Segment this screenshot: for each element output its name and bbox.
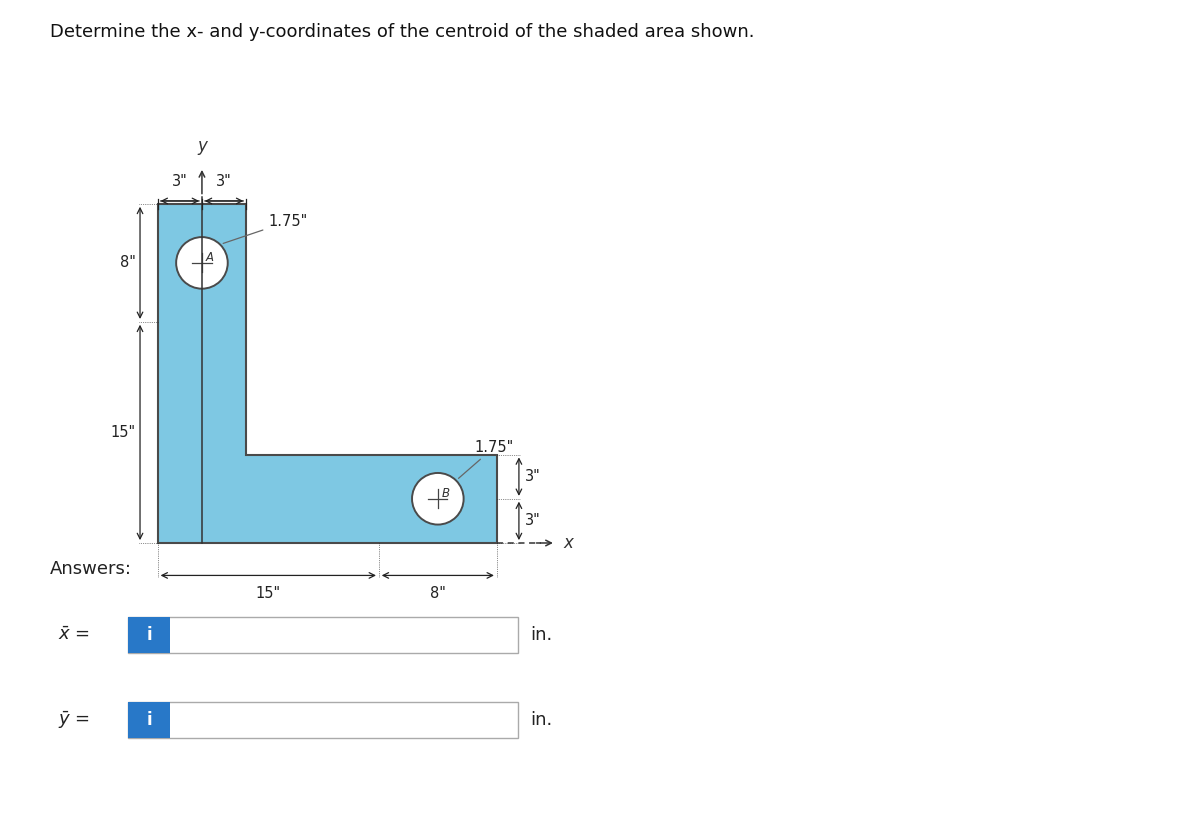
- Text: in.: in.: [530, 626, 552, 644]
- Text: 3": 3": [172, 174, 187, 189]
- Text: Determine the x- and y-coordinates of the centroid of the shaded area shown.: Determine the x- and y-coordinates of th…: [50, 23, 755, 41]
- Circle shape: [412, 473, 463, 524]
- Text: $\bar{x}$ =: $\bar{x}$ =: [58, 626, 90, 644]
- Text: 15": 15": [256, 586, 281, 601]
- Text: 3": 3": [216, 174, 232, 189]
- Text: i: i: [146, 711, 152, 729]
- Text: 3": 3": [524, 469, 540, 484]
- FancyBboxPatch shape: [128, 617, 518, 653]
- FancyBboxPatch shape: [128, 702, 518, 738]
- Text: $\bar{y}$ =: $\bar{y}$ =: [58, 709, 90, 730]
- Text: 8": 8": [120, 255, 136, 270]
- Text: 8": 8": [430, 586, 445, 601]
- Text: 3": 3": [524, 513, 540, 528]
- Text: 1.75": 1.75": [458, 439, 514, 478]
- Text: y: y: [197, 137, 206, 156]
- Polygon shape: [157, 204, 497, 543]
- Text: Answers:: Answers:: [50, 560, 132, 578]
- FancyBboxPatch shape: [128, 617, 170, 653]
- FancyBboxPatch shape: [128, 702, 170, 738]
- Text: i: i: [146, 626, 152, 644]
- Text: 15": 15": [110, 425, 136, 440]
- Text: in.: in.: [530, 711, 552, 729]
- Circle shape: [176, 237, 228, 289]
- Text: x: x: [563, 534, 574, 552]
- Text: 1.75": 1.75": [223, 214, 307, 244]
- Text: A: A: [205, 250, 214, 264]
- Text: B: B: [442, 487, 450, 499]
